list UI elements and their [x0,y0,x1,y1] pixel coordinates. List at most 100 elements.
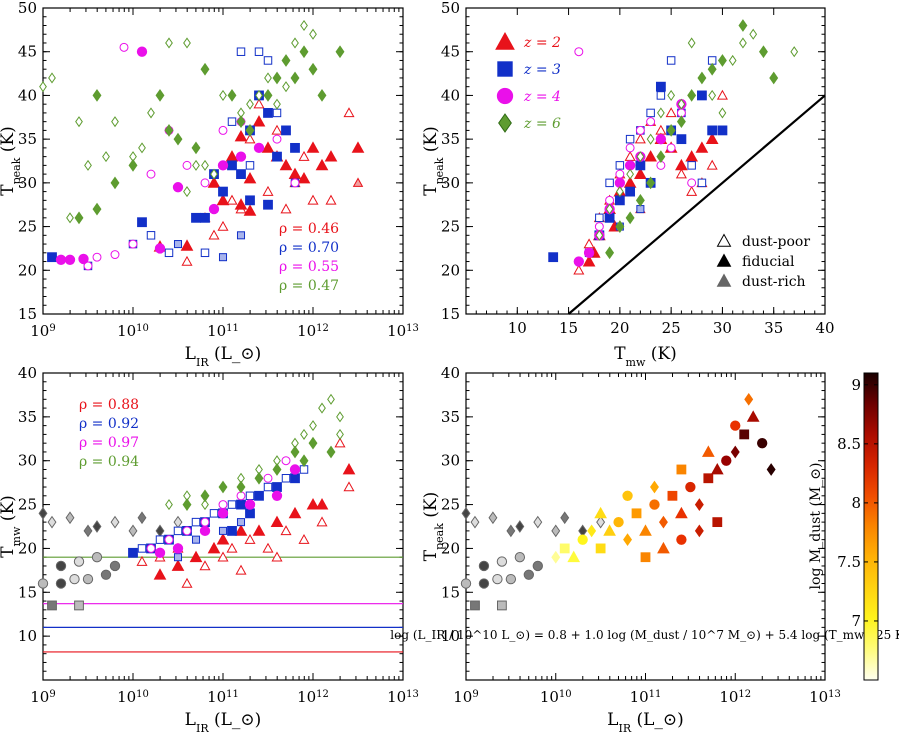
data-point-dust-poor [749,28,758,40]
data-point-fiducial [758,45,768,59]
data-point-dust-poor [298,533,310,544]
data-point-fiducial [351,141,365,153]
data-point-fiducial [271,490,283,501]
data-point-fiducial [236,480,246,494]
legend-label-z2: z = 2 [523,35,561,51]
data-point-gray [38,506,48,520]
data-point-dust-poor [263,56,273,65]
data-point-colored [631,508,642,519]
data-point-fiducial [263,89,273,102]
data-point-dust-poor [718,107,727,119]
y-tick-label: 40 [441,364,460,382]
legend-marker-z3 [497,61,513,77]
data-point-fiducial [137,217,147,228]
data-point-fiducial [236,499,246,510]
data-point-fiducial [92,89,102,102]
data-point-gray [470,600,480,611]
data-point-dust-poor [334,437,346,448]
data-point-dust-poor [625,134,635,144]
data-point-colored [640,552,651,563]
data-point-gray [173,515,183,529]
data-point-fiducial [769,71,779,85]
data-point-colored [730,420,741,431]
data-point-fiducial [180,239,194,251]
data-point-dust-poor [309,420,317,432]
data-point-dust-poor [318,402,326,414]
data-point-fiducial [191,141,201,155]
data-point-dust-poor [594,222,604,232]
panel-tpeak-vs-lir-colored: 109 1010 1011 1012 1013 10 15 20 25 30 35 40 LIR (L_… [390,364,899,734]
legend-label-dust-rich: dust-rich [742,274,806,290]
data-point-dust-poor [173,526,183,536]
data-point-fiducial [199,525,211,537]
data-point-fiducial [173,132,183,146]
y-tick-label: 30 [18,452,37,470]
legend-marker-dust-rich [716,273,732,287]
data-point-fiducial [191,212,201,223]
x-axis-label: LIR (L_⊙) [185,710,262,734]
data-point-dust-rich [173,240,183,249]
data-point-fiducial [297,171,311,184]
data-point-fiducial [270,515,284,528]
x-tick-label: 20 [610,319,629,337]
data-point-gray [37,578,49,589]
data-point-colored [730,445,740,459]
data-point-dust-poor [634,133,646,144]
data-point-colored [721,455,732,466]
data-point-dust-poor [200,178,210,188]
data-point-fiducial [675,158,688,171]
data-point-gray [47,515,57,529]
data-point-gray [109,560,121,572]
data-point-fiducial [171,559,185,571]
y-tick-label: 40 [18,364,37,382]
data-point-dust-rich [191,535,201,544]
data-point-fiducial [263,108,273,118]
data-point-dust-poor [667,89,676,101]
data-point-dust-poor [191,517,201,527]
data-point-dust-poor [245,161,255,170]
data-point-dust-poor [227,500,237,509]
y-tick-label: 25 [18,218,37,236]
data-point-fiducial [252,115,266,127]
data-point-dust-poor [146,169,156,179]
data-point-fiducial [154,547,166,558]
data-point-fiducial [110,176,120,190]
scaling-formula: log (L_IR / 10^10 L_⊙) = 0.8 + 1.0 log (… [390,628,899,642]
data-point-dust-poor [147,107,155,119]
data-point-dust-rich [352,177,364,187]
data-point-dust-poor [687,178,697,188]
data-point-dust-poor [325,194,337,205]
data-point-fiducial [548,252,559,263]
data-point-dust-poor [201,499,209,511]
rho-annotation: ρ = 0.97 [79,435,139,451]
legend-label-fiducial: fiducial [742,254,795,270]
data-point-colored [676,534,687,545]
data-point-fiducial [254,471,264,485]
data-point-dust-poor [227,117,237,126]
y-tick-label: 15 [18,305,37,323]
data-point-dust-poor [235,564,247,575]
x-tick-label: 109 [453,688,478,706]
data-point-fiducial [707,62,717,76]
data-point-gray [65,511,75,525]
data-point-fiducial [290,445,300,459]
data-point-dust-poor [146,231,156,240]
data-point-fiducial [635,160,646,171]
data-point-gray [515,520,525,533]
data-point-dust-poor [675,168,687,179]
data-point-dust-poor [138,142,146,154]
colorbar-tick-label: 8.5 [837,435,861,453]
legend-marker-dust-poor [716,233,732,247]
data-point-fiducial [234,524,248,536]
data-point-dust-poor [244,133,256,144]
data-point-fiducial [635,193,645,207]
x-tick-label: 109 [30,322,55,340]
x-tick-label: 40 [815,319,834,337]
rho-annotation: ρ = 0.70 [279,240,339,256]
data-point-dust-poor [272,134,282,144]
data-point-gray [505,573,517,585]
x-tick-label: 1011 [207,688,239,706]
y-tick-label: 20 [18,539,37,557]
data-point-fiducial [317,89,327,102]
data-point-dust-poor [790,46,799,58]
